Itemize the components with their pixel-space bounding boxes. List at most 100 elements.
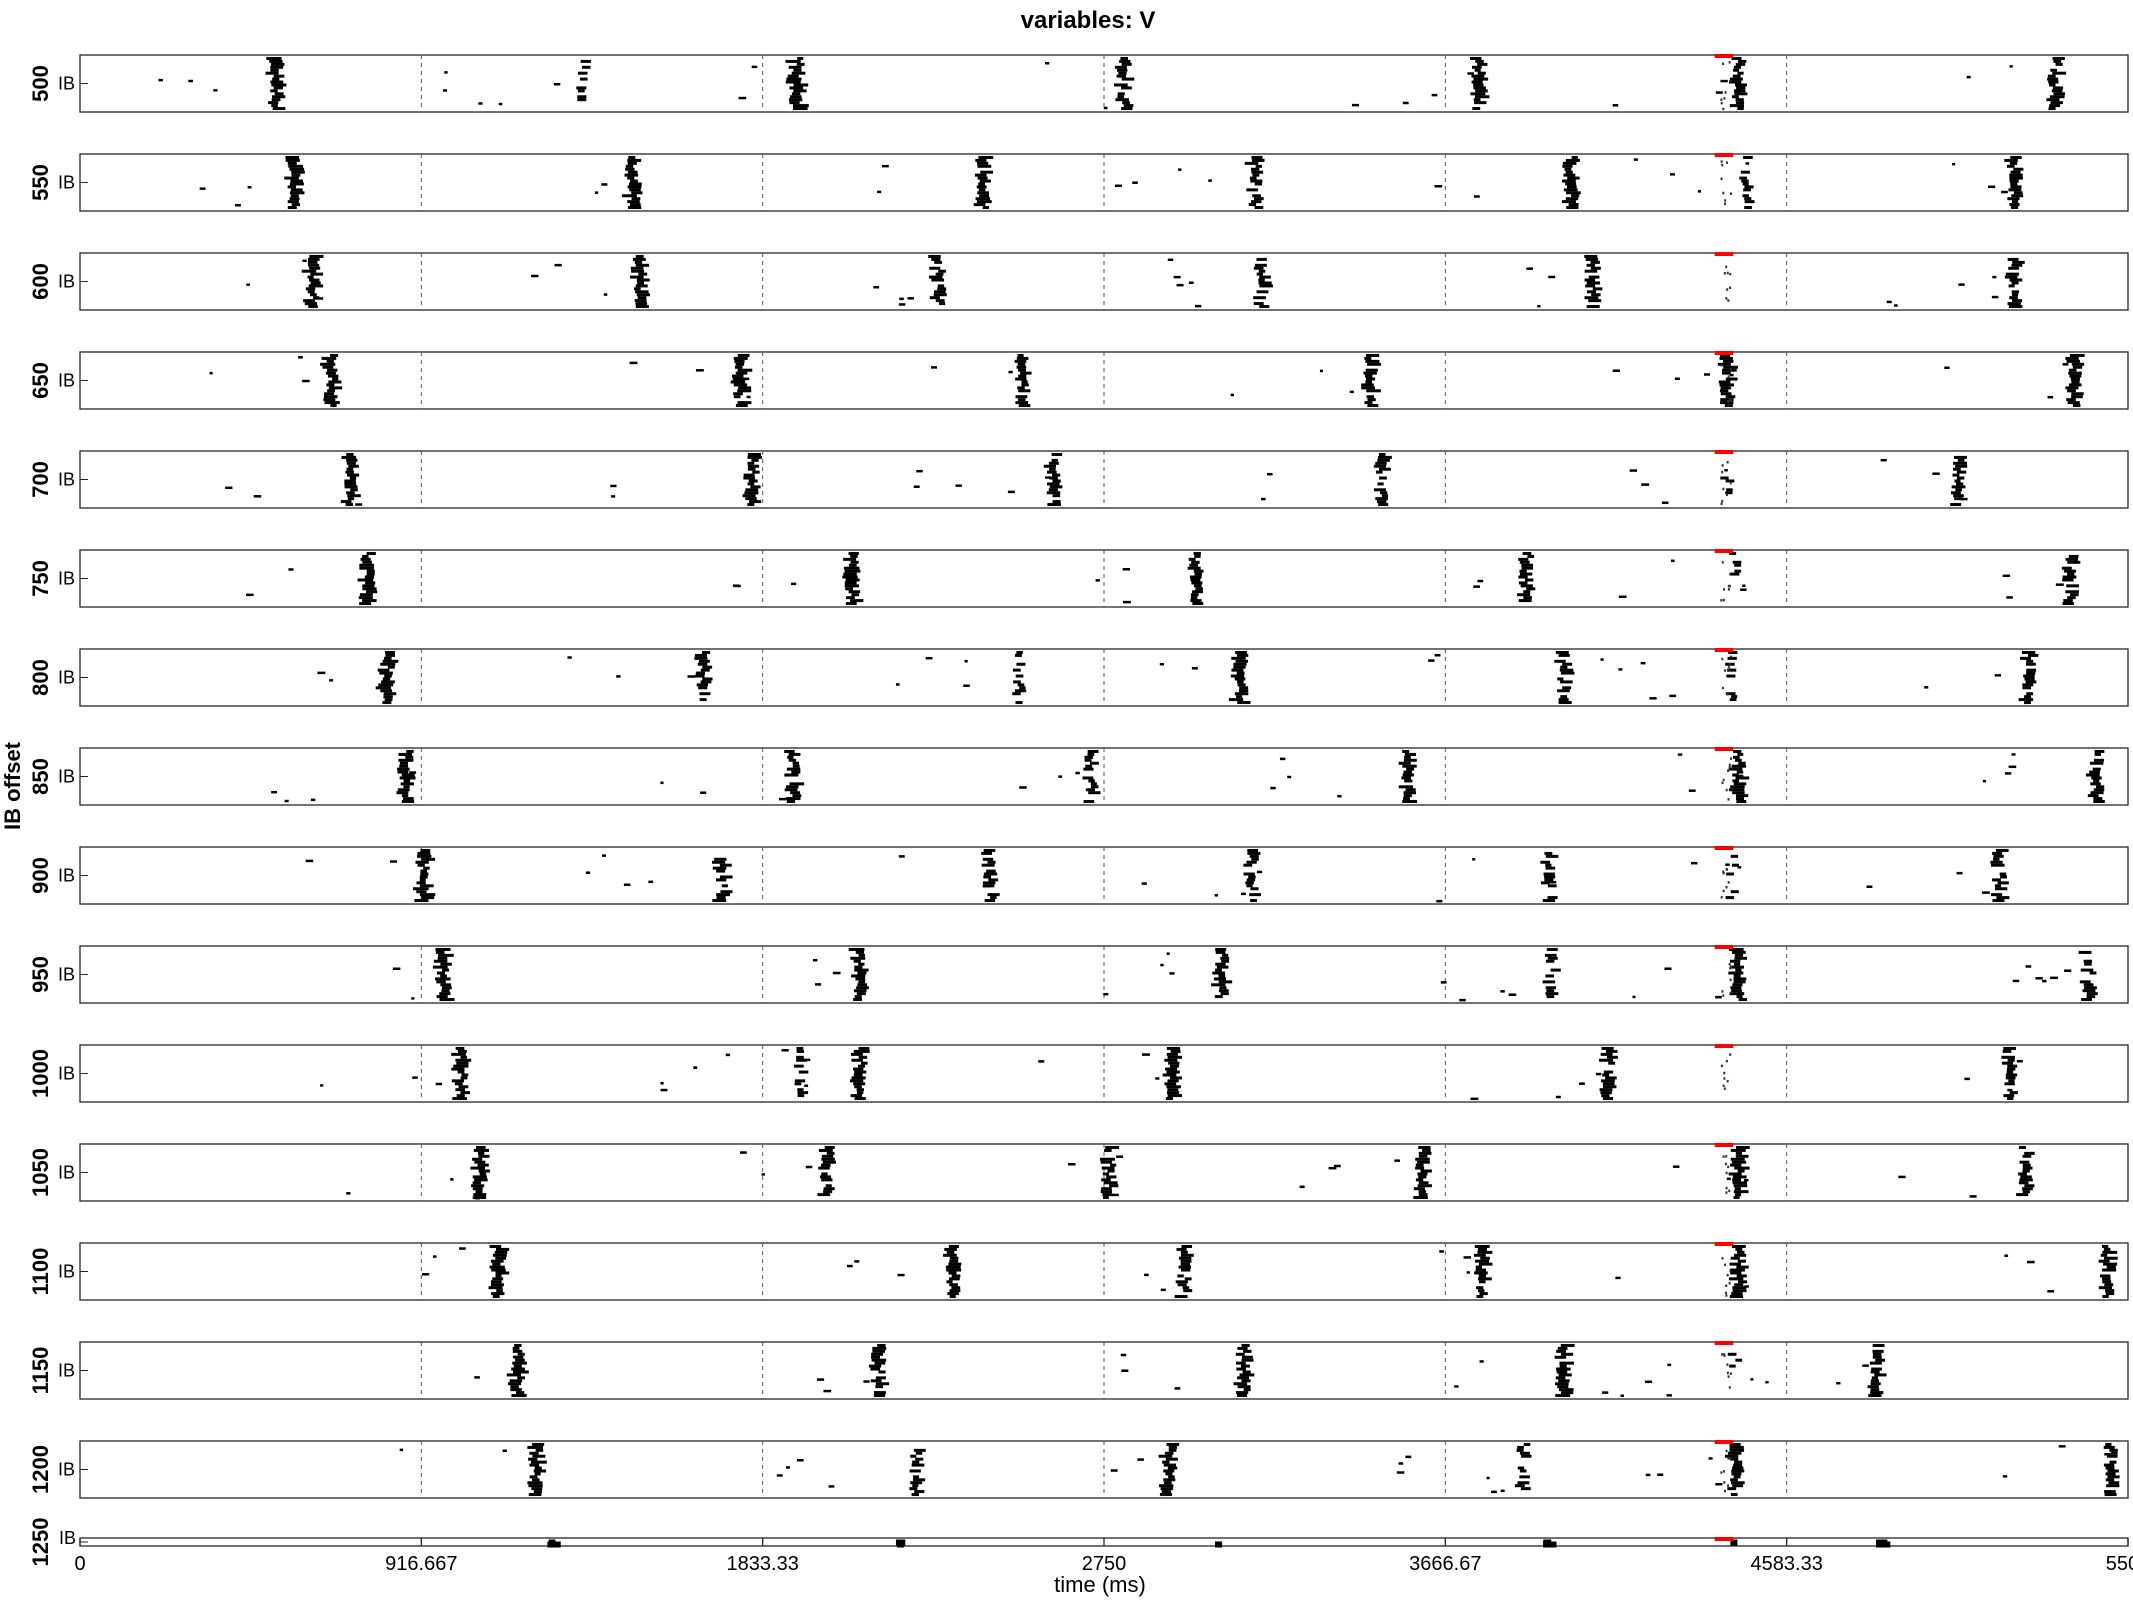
spike-mark bbox=[1367, 398, 1376, 402]
spike-burst bbox=[1618, 551, 1747, 599]
spike-mark bbox=[2024, 1151, 2035, 1155]
spike-mark bbox=[2012, 260, 2025, 264]
spike-mark bbox=[1248, 875, 1256, 879]
spike-mark bbox=[977, 161, 989, 165]
spike-mark bbox=[1415, 1166, 1425, 1170]
spike-mark bbox=[1047, 482, 1060, 486]
spike-mark bbox=[2048, 80, 2059, 84]
spike-mark bbox=[628, 155, 636, 159]
spike-mark bbox=[246, 593, 254, 597]
spike-mark bbox=[502, 1449, 507, 1453]
stimulus-marker bbox=[1714, 54, 1734, 58]
spike-mark bbox=[1220, 992, 1229, 996]
spike-mark bbox=[1521, 563, 1534, 567]
spike-mark bbox=[963, 684, 970, 687]
spike-mark bbox=[456, 1061, 469, 1065]
spike-mark bbox=[1016, 650, 1023, 654]
spike-mark bbox=[1557, 689, 1570, 693]
spike-mark bbox=[1725, 395, 1736, 399]
spike-mark bbox=[943, 1253, 957, 1257]
spike-mark bbox=[789, 95, 802, 99]
spike-mark bbox=[379, 671, 393, 675]
spike-mark bbox=[1720, 98, 1723, 101]
spike-mark bbox=[2102, 1268, 2117, 1272]
spike-mark bbox=[382, 659, 399, 663]
spike-mark bbox=[845, 602, 857, 606]
spike-mark bbox=[378, 683, 394, 687]
spike-mark bbox=[2069, 353, 2085, 357]
spike-mark bbox=[786, 767, 801, 771]
spike-mark bbox=[2016, 1059, 2023, 1063]
spike-mark bbox=[2058, 1445, 2066, 1448]
spike-mark bbox=[751, 458, 759, 462]
spike-mark bbox=[2093, 788, 2105, 792]
spike-mark bbox=[623, 883, 631, 886]
spike-mark bbox=[1736, 794, 1749, 798]
spike-mark bbox=[1328, 1166, 1337, 1170]
spike-mark bbox=[512, 1361, 527, 1365]
spike-mark bbox=[515, 1391, 525, 1395]
spike-mark bbox=[792, 794, 802, 798]
spike-mark bbox=[1413, 1187, 1425, 1191]
spike-mark bbox=[529, 1475, 538, 1479]
spike-mark bbox=[1737, 1259, 1746, 1263]
spike-mark bbox=[1220, 956, 1230, 960]
spike-mark bbox=[1955, 464, 1968, 468]
spike-mark bbox=[1518, 581, 1528, 585]
spike-mark bbox=[1543, 872, 1555, 876]
spike-mark bbox=[1561, 1352, 1574, 1356]
spike-mark bbox=[1725, 297, 1728, 300]
spike-mark bbox=[1548, 275, 1556, 279]
spike-mark bbox=[1735, 968, 1742, 972]
spike-mark bbox=[1599, 1058, 1614, 1062]
spike-mark bbox=[1562, 164, 1573, 168]
spike-mark bbox=[1473, 195, 1480, 198]
spike-mark bbox=[1954, 497, 1963, 501]
spike-mark bbox=[1471, 74, 1485, 78]
spike-mark bbox=[845, 587, 854, 591]
spike-mark bbox=[1375, 497, 1389, 501]
spike-mark bbox=[268, 101, 279, 105]
spike-mark bbox=[1241, 1379, 1251, 1383]
spike-mark bbox=[1602, 1085, 1617, 1089]
spike-mark bbox=[1165, 1472, 1173, 1476]
spike-mark bbox=[1997, 881, 2009, 885]
spike-mark bbox=[1724, 199, 1727, 202]
spike-mark bbox=[438, 953, 454, 957]
spike-mark bbox=[1721, 62, 1724, 66]
spike-mark bbox=[787, 755, 794, 759]
spike-mark bbox=[1951, 485, 1966, 489]
spike-mark bbox=[737, 353, 750, 357]
spike-mark bbox=[269, 59, 283, 63]
spike-mark bbox=[1557, 677, 1564, 681]
spike-mark bbox=[1244, 161, 1259, 165]
spike-mark bbox=[951, 1274, 961, 1278]
spike-mark bbox=[1246, 884, 1253, 888]
spike-mark bbox=[529, 1451, 539, 1455]
spike-mark bbox=[1952, 473, 1960, 477]
spike-burst bbox=[1645, 1442, 1745, 1497]
spike-mark bbox=[2007, 302, 2021, 306]
spike-mark bbox=[291, 173, 301, 177]
spike-mark bbox=[1234, 677, 1246, 681]
spike-mark bbox=[1361, 383, 1374, 387]
spike-mark bbox=[1733, 962, 1741, 966]
spike-mark bbox=[946, 1268, 962, 1272]
spike-mark bbox=[366, 572, 375, 576]
spike-mark bbox=[2024, 701, 2031, 705]
spike-mark bbox=[1221, 959, 1230, 963]
spike-mark bbox=[1018, 404, 1031, 408]
spike-mark bbox=[857, 971, 867, 975]
spike-mark bbox=[1740, 170, 1750, 174]
spike-mark bbox=[471, 1184, 485, 1188]
spike-mark bbox=[870, 1379, 882, 1383]
spike-mark bbox=[1107, 1169, 1115, 1173]
spike-mark bbox=[1994, 674, 2001, 677]
spike-burst bbox=[1952, 155, 2024, 210]
spike-mark bbox=[854, 1097, 866, 1101]
spike-mark bbox=[1403, 791, 1417, 795]
spike-mark bbox=[528, 1484, 543, 1488]
spike-mark bbox=[508, 1382, 522, 1386]
spike-mark bbox=[1439, 1250, 1444, 1253]
spike-mark bbox=[933, 293, 947, 297]
